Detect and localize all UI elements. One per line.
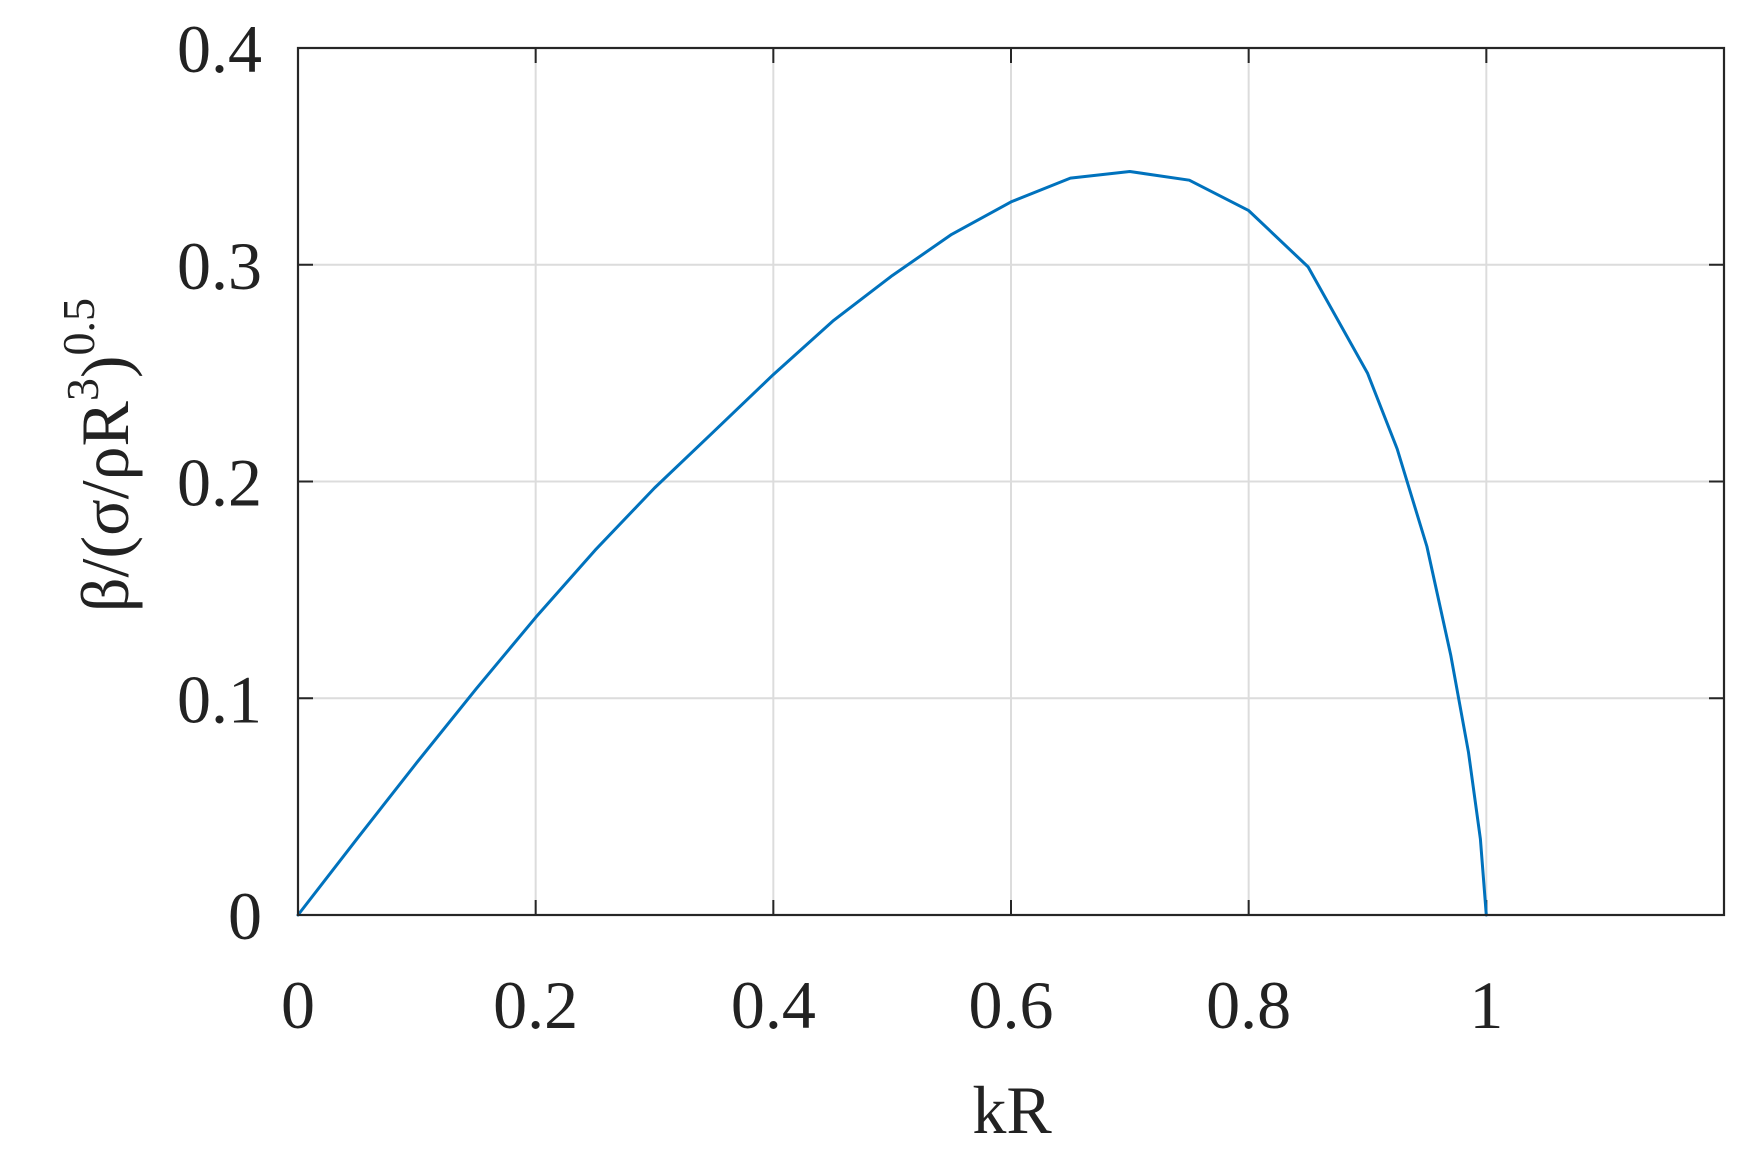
x-tick-label: 0 [281, 967, 315, 1043]
x-tick-label: 0.4 [731, 967, 816, 1043]
y-axis-label-close-paren: ) [67, 355, 143, 378]
y-tick-label: 0.2 [177, 445, 262, 521]
y-tick-label: 0.4 [177, 11, 262, 87]
y-axis-label-inner-exponent: 3 [57, 378, 108, 401]
y-tick-labels: 0 0.1 0.2 0.3 0.4 [177, 11, 262, 954]
x-tick-label: 0.8 [1206, 967, 1291, 1043]
y-tick-label: 0.3 [177, 228, 262, 304]
grid [297, 47, 1724, 916]
x-tick-label: 0.2 [493, 967, 578, 1043]
plot-frame [296, 46, 1726, 917]
x-tick-labels: 0 0.2 0.4 0.6 0.8 1 [281, 967, 1503, 1043]
y-axis-label: β/(σ/ρR3)0.5 [53, 298, 143, 612]
series-lines [296, 170, 1488, 917]
x-tick-label: 0.6 [969, 967, 1054, 1043]
y-axis-label-base: β/(σ/ρR [67, 400, 143, 612]
series-line-0 [296, 170, 1488, 917]
y-tick-label: 0 [228, 878, 262, 954]
y-axis-label-outer-exponent: 0.5 [53, 298, 104, 356]
x-tick-label: 1 [1469, 967, 1503, 1043]
x-axis-label: kR [972, 1072, 1052, 1148]
y-tick-label: 0.1 [177, 661, 262, 737]
